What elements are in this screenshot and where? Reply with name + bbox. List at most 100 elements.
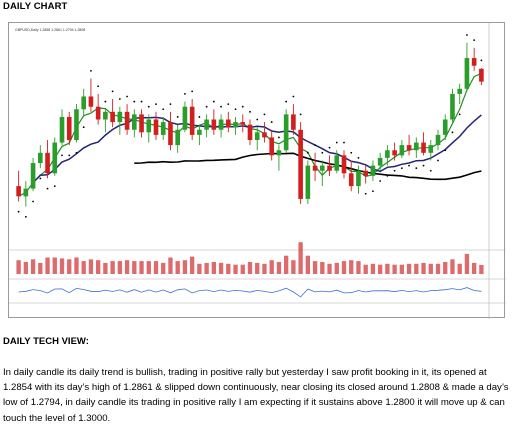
volume-bar: [464, 253, 470, 274]
candle-body: [240, 122, 246, 125]
volume-bar: [435, 263, 441, 274]
candle-body: [442, 119, 448, 135]
candle-body: [168, 122, 173, 146]
candle-body: [363, 170, 369, 176]
volume-bar: [197, 263, 202, 274]
volume-bar: [262, 263, 267, 274]
volume-bar: [110, 261, 115, 274]
volume-bar: [320, 262, 325, 274]
volume-bar: [283, 255, 289, 274]
volume-bar: [327, 263, 332, 274]
candle-body: [392, 150, 397, 156]
candle-body: [291, 114, 296, 130]
ma-mid-line: [32, 114, 482, 184]
psar-dot: [408, 164, 410, 167]
candle-body: [124, 111, 130, 130]
candle-body: [131, 114, 137, 130]
candle-body: [247, 124, 253, 140]
psar-dot: [17, 210, 20, 213]
volume-bar: [471, 262, 477, 274]
candle-body: [298, 129, 303, 199]
candle-body: [421, 142, 426, 153]
candle-body: [435, 134, 441, 146]
psar-dot: [118, 98, 121, 100]
psar-dot: [270, 121, 273, 123]
candle-body: [103, 111, 108, 120]
candle-body: [59, 116, 65, 143]
candle-body: [334, 155, 340, 171]
psar-dot: [97, 85, 100, 88]
psar-dot: [133, 100, 136, 103]
psar-dot: [328, 146, 331, 149]
volume-bar: [414, 263, 419, 274]
volume-bar: [341, 261, 347, 274]
candle-body: [471, 58, 477, 66]
volume-bar: [182, 260, 188, 274]
volume-bar: [443, 262, 448, 274]
volume-bar: [399, 264, 405, 274]
psar-dot: [75, 151, 78, 154]
candle-body: [81, 96, 87, 110]
psar-dot: [335, 141, 338, 144]
chart-canvas: GBPUSD,Daily 1.2858 1.2861 1.2794 1.2808: [9, 23, 506, 319]
volume-bar: [421, 262, 426, 274]
volume-bar: [255, 262, 260, 274]
candle-body: [225, 119, 231, 128]
volume-bar: [392, 264, 397, 274]
volume-bar: [103, 262, 108, 274]
psar-dot: [111, 90, 114, 93]
volume-bar: [276, 262, 282, 274]
volume-bar: [226, 263, 231, 274]
candle-body: [204, 119, 209, 130]
psar-dot: [46, 187, 49, 190]
psar-dot: [285, 100, 288, 103]
psar-dot: [422, 164, 425, 167]
rsi-line: [18, 287, 482, 298]
volume-bar: [349, 260, 354, 274]
candle-body: [30, 163, 36, 189]
volume-bar: [168, 257, 173, 274]
psar-dot: [82, 126, 85, 129]
volume-bar: [363, 264, 368, 274]
candle-body: [139, 114, 144, 133]
psar-dot: [343, 141, 345, 144]
candle-body: [45, 152, 50, 174]
candle-body: [189, 106, 195, 135]
candle-body: [450, 93, 455, 120]
candle-body: [479, 68, 484, 82]
volume-bar: [161, 262, 166, 274]
psar-dot: [184, 93, 186, 95]
psar-dot: [205, 105, 208, 108]
volume-bar: [305, 255, 311, 274]
candle-body: [312, 165, 318, 171]
volume-bar: [74, 257, 79, 274]
volume-bar: [132, 261, 137, 274]
psar-dot: [379, 180, 382, 182]
psar-dot: [220, 105, 222, 108]
candle-body: [305, 165, 311, 199]
psar-dot: [393, 169, 396, 172]
candle-body: [52, 142, 58, 174]
psar-dot: [364, 192, 367, 195]
psar-dot: [263, 113, 266, 116]
candle-body: [16, 186, 21, 197]
volume-bar: [153, 261, 159, 274]
candle-body: [464, 58, 470, 89]
psar-dot: [227, 103, 230, 106]
candle-body: [356, 170, 361, 187]
volume-bar: [334, 262, 339, 274]
candle-body: [66, 116, 72, 140]
candle-body: [269, 137, 275, 156]
volume-bar: [269, 260, 274, 274]
candle-body: [413, 142, 419, 151]
volume-bar: [23, 262, 29, 274]
volume-bar: [175, 261, 180, 274]
candle-body: [182, 106, 188, 130]
psar-dot: [32, 200, 34, 203]
candle-body: [457, 88, 463, 94]
candle-body: [153, 119, 159, 135]
psar-dot: [451, 131, 454, 134]
candle-body: [327, 165, 332, 171]
daily-chart: GBPUSD,Daily 1.2858 1.2861 1.2794 1.2808: [8, 22, 506, 319]
psar-dot: [256, 118, 259, 121]
